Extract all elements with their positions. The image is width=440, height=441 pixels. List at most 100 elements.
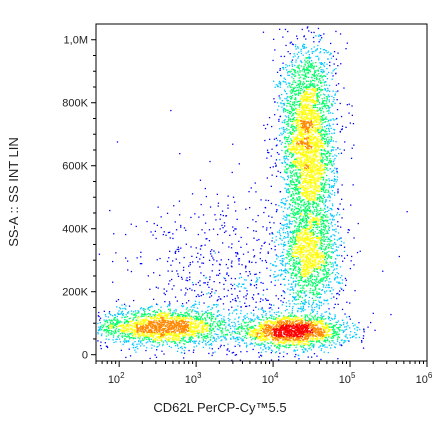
data-point	[240, 246, 242, 248]
data-point	[282, 278, 284, 280]
data-point	[126, 321, 128, 323]
data-point	[113, 318, 115, 321]
data-point	[133, 344, 135, 346]
data-point	[331, 165, 334, 167]
data-point	[318, 300, 320, 302]
data-point	[320, 112, 322, 114]
data-point	[280, 201, 282, 204]
data-point	[144, 314, 146, 316]
data-point	[248, 305, 251, 307]
data-point	[238, 283, 240, 286]
data-point	[298, 111, 300, 113]
data-point	[274, 279, 276, 282]
data-point	[266, 299, 268, 301]
data-point	[286, 157, 288, 160]
data-point	[303, 193, 305, 195]
data-point	[277, 231, 279, 233]
data-point	[283, 248, 285, 251]
data-point	[216, 322, 218, 325]
data-point	[319, 103, 321, 105]
data-point	[227, 329, 229, 332]
data-point	[329, 257, 331, 259]
data-point	[205, 343, 207, 345]
data-point	[297, 205, 299, 207]
data-point	[221, 329, 223, 332]
data-point	[138, 340, 140, 342]
data-point	[143, 315, 145, 317]
data-point	[215, 318, 217, 321]
data-point	[301, 96, 304, 98]
data-point	[326, 207, 329, 209]
data-point	[233, 336, 235, 338]
data-point	[168, 340, 170, 342]
data-point	[320, 159, 322, 161]
data-point	[314, 90, 316, 92]
data-point	[327, 106, 329, 108]
data-point	[312, 311, 314, 313]
data-point	[202, 214, 205, 216]
data-point	[300, 50, 302, 52]
data-point	[279, 83, 282, 85]
data-point	[125, 356, 127, 359]
data-point	[236, 328, 238, 330]
data-point	[310, 277, 312, 279]
data-point	[268, 317, 271, 319]
data-point	[288, 207, 290, 209]
data-point	[298, 176, 300, 178]
data-point	[273, 341, 275, 344]
data-point	[302, 74, 304, 76]
data-point	[298, 108, 301, 111]
data-point	[287, 225, 289, 228]
data-point	[324, 280, 327, 282]
data-point	[311, 307, 313, 309]
data-point	[288, 84, 290, 86]
data-point	[260, 322, 262, 324]
data-point	[186, 315, 188, 317]
data-point	[298, 196, 300, 198]
data-point	[281, 106, 283, 108]
data-point	[309, 202, 311, 204]
data-point	[289, 53, 291, 55]
data-point	[328, 244, 330, 247]
data-point	[125, 320, 128, 322]
data-point	[311, 356, 313, 358]
data-point	[299, 80, 301, 82]
data-point	[352, 322, 354, 324]
data-point	[322, 137, 324, 140]
data-point	[197, 337, 199, 339]
data-point	[307, 26, 309, 28]
data-point	[297, 224, 300, 226]
data-point	[323, 344, 325, 346]
data-point	[325, 116, 327, 118]
data-point	[316, 340, 318, 342]
data-point	[328, 281, 330, 283]
data-point	[323, 223, 325, 225]
data-point	[297, 114, 299, 116]
data-point	[170, 346, 172, 349]
data-point	[288, 248, 290, 250]
data-point	[318, 306, 320, 308]
data-point	[333, 69, 335, 71]
data-point	[320, 358, 322, 361]
data-point	[331, 336, 333, 338]
data-point	[325, 219, 327, 221]
data-point	[149, 357, 151, 360]
data-point	[291, 59, 294, 61]
data-point	[327, 145, 329, 148]
data-point	[292, 230, 294, 232]
data-point	[278, 229, 281, 231]
data-point	[182, 269, 185, 271]
data-point	[332, 149, 335, 151]
data-point	[284, 90, 286, 93]
data-point	[250, 342, 252, 344]
data-point	[323, 149, 325, 151]
data-point	[324, 339, 327, 341]
data-point	[334, 314, 336, 316]
data-point	[209, 324, 211, 326]
data-point	[232, 336, 234, 338]
data-point	[240, 323, 242, 325]
data-point	[319, 196, 321, 198]
data-point	[328, 108, 330, 110]
data-point	[314, 279, 316, 281]
data-point	[229, 234, 231, 236]
